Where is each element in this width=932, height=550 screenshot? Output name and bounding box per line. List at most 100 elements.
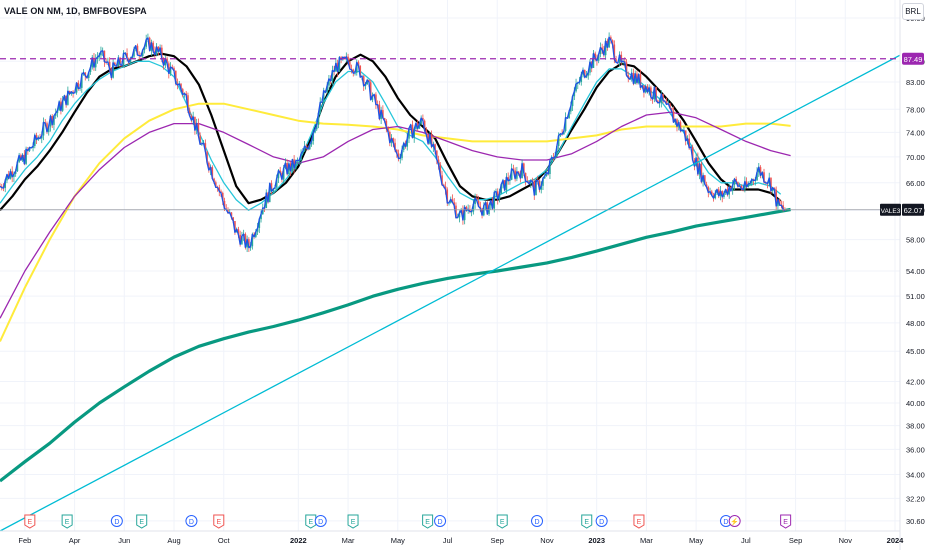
- candle-body: [223, 200, 226, 209]
- candle-body: [258, 219, 261, 229]
- candle-body: [221, 192, 224, 201]
- x-tick-label: Oct: [218, 536, 231, 545]
- event-marker[interactable]: E: [422, 514, 434, 529]
- candle-body: [710, 191, 713, 196]
- earnings-icon: [422, 514, 434, 529]
- candle-body: [604, 40, 607, 56]
- event-marker[interactable]: E: [61, 514, 73, 529]
- event-marker[interactable]: E: [136, 514, 148, 529]
- event-marker[interactable]: E: [347, 514, 359, 529]
- event-marker[interactable]: D: [434, 515, 447, 527]
- dividend-icon: [314, 515, 327, 527]
- candle-body: [733, 178, 736, 185]
- candle-body: [279, 170, 281, 174]
- candle-body: [80, 74, 83, 88]
- candle-body: [430, 134, 433, 147]
- y-tick-label: 58.00: [906, 236, 925, 245]
- earnings-icon: [581, 514, 593, 529]
- candle-body: [282, 167, 285, 180]
- candle-body: [441, 175, 443, 185]
- candle-body: [444, 186, 447, 190]
- event-marker[interactable]: E: [633, 514, 645, 529]
- event-marker[interactable]: D: [595, 515, 608, 527]
- candle-body: [389, 131, 391, 143]
- candle-body: [463, 207, 466, 221]
- dividend-icon: [434, 515, 447, 527]
- candle-body: [756, 172, 758, 181]
- candle-body: [300, 153, 302, 161]
- candle-body: [84, 72, 87, 76]
- event-label: ⚡: [730, 517, 739, 526]
- candle-body: [744, 181, 746, 190]
- candle-body: [627, 75, 630, 78]
- event-marker[interactable]: ⚡: [728, 515, 741, 527]
- candle-body: [568, 111, 570, 119]
- candle-body: [549, 160, 551, 175]
- candle-body: [514, 170, 516, 179]
- event-marker[interactable]: E: [305, 514, 317, 529]
- candle-body: [530, 180, 532, 184]
- candle-body: [241, 235, 243, 245]
- event-marker[interactable]: D: [185, 515, 198, 527]
- event-marker[interactable]: E: [24, 514, 36, 529]
- candle-body: [308, 144, 311, 150]
- candle-body: [9, 171, 12, 179]
- event-marker[interactable]: E: [581, 514, 593, 529]
- x-tick-label: Jul: [443, 536, 453, 545]
- event-marker[interactable]: E: [780, 514, 792, 529]
- candle-body: [230, 212, 233, 218]
- candle-body: [636, 73, 638, 83]
- candle-body: [416, 123, 419, 129]
- candle-body: [486, 202, 489, 215]
- candle-body: [632, 73, 635, 84]
- candle-body: [4, 180, 7, 188]
- y-tick-label: 54.00: [906, 267, 925, 276]
- candle-body: [601, 47, 603, 50]
- earnings-icon: [61, 514, 73, 529]
- candle-body: [255, 231, 257, 237]
- event-marker[interactable]: D: [110, 515, 123, 527]
- earnings-icon: [633, 514, 645, 529]
- candle-body: [166, 58, 168, 64]
- candle-body: [215, 182, 217, 188]
- ma-line: [0, 102, 791, 342]
- candle-body: [737, 182, 739, 187]
- candle-body: [697, 157, 699, 175]
- candle-body: [411, 124, 414, 138]
- x-tick-label: Nov: [540, 536, 554, 545]
- event-marker[interactable]: D: [314, 515, 327, 527]
- candle-body: [239, 234, 241, 245]
- dividend-icon: [531, 515, 544, 527]
- candle-body: [187, 95, 189, 111]
- candle-body: [705, 184, 708, 188]
- candle-body: [157, 46, 160, 52]
- candle-body: [54, 113, 57, 116]
- dividend-icon: [595, 515, 608, 527]
- event-marker[interactable]: D: [531, 515, 544, 527]
- resistance-tag: [902, 52, 924, 65]
- candle-body: [117, 57, 120, 67]
- candle-body: [394, 142, 396, 150]
- candle-body: [521, 163, 523, 179]
- earnings-icon: [305, 514, 317, 529]
- currency-badge[interactable]: BRL: [902, 3, 924, 20]
- event-label: D: [534, 519, 539, 526]
- candle-body: [77, 82, 80, 89]
- candle-body: [611, 40, 614, 45]
- candle-body: [155, 46, 158, 55]
- dividend-icon: [185, 515, 198, 527]
- candle-body: [643, 85, 645, 93]
- candle-body: [691, 147, 694, 161]
- candle-body: [672, 111, 675, 123]
- candle-body: [143, 46, 146, 51]
- event-marker[interactable]: E: [496, 514, 508, 529]
- event-marker[interactable]: E: [213, 514, 225, 529]
- candle-body: [423, 120, 426, 131]
- candle-body: [261, 207, 264, 215]
- candle-body: [248, 239, 250, 248]
- event-markers[interactable]: E E D E D E E D E E D E D E D E D ⚡ E: [24, 514, 792, 529]
- candle-body: [368, 79, 370, 83]
- candle-body: [46, 123, 48, 132]
- candle-body: [335, 63, 337, 72]
